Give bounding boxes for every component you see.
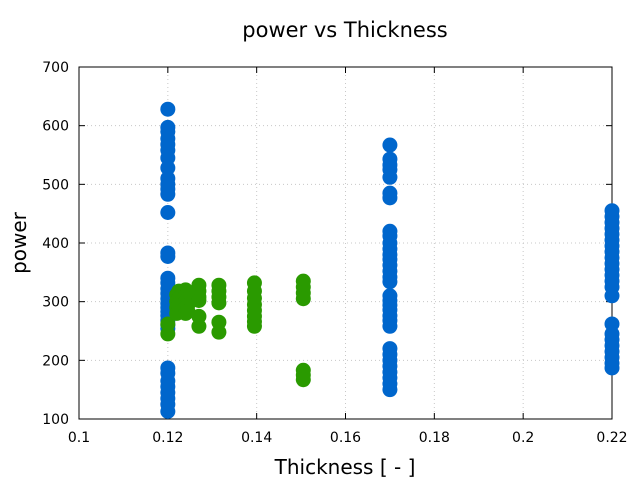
x-tick-label: 0.1	[68, 430, 90, 446]
y-tick-label: 100	[42, 412, 69, 428]
x-tick-label: 0.2	[512, 430, 534, 446]
y-tick-label: 300	[42, 295, 69, 311]
blue-point	[382, 318, 398, 334]
blue-point	[382, 137, 398, 153]
y-tick-label: 500	[42, 177, 69, 193]
green-point	[295, 372, 311, 388]
green-point	[191, 292, 207, 308]
green-point	[211, 324, 227, 340]
blue-point	[382, 190, 398, 206]
blue-point	[160, 160, 176, 176]
grid-lines	[79, 67, 612, 419]
y-tick-label: 700	[42, 60, 69, 76]
x-tick-label: 0.16	[330, 430, 361, 446]
x-tick-label: 0.18	[419, 430, 450, 446]
blue-point	[604, 360, 620, 376]
blue-point	[382, 169, 398, 185]
y-axis-label: power	[7, 211, 31, 274]
data-points	[160, 101, 620, 419]
x-tick-label: 0.14	[241, 430, 272, 446]
green-point	[295, 291, 311, 307]
blue-point	[160, 248, 176, 264]
blue-point	[160, 186, 176, 202]
blue-point	[160, 403, 176, 419]
green-point	[160, 316, 176, 332]
chart-title: power vs Thickness	[242, 18, 447, 42]
blue-point	[160, 101, 176, 117]
axis-ticks: 0.1 0.12 0.14 0.16 0.18 0.2 0.22 100 200 300 400 50…	[42, 60, 627, 446]
blue-point	[604, 288, 620, 304]
x-tick-label: 0.22	[596, 430, 627, 446]
y-tick-label: 200	[42, 353, 69, 369]
x-tick-label: 0.12	[152, 430, 183, 446]
y-tick-label: 600	[42, 119, 69, 135]
green-point	[211, 295, 227, 311]
green-point	[180, 303, 196, 319]
green-point	[191, 318, 207, 334]
blue-point	[382, 382, 398, 398]
x-axis-label: Thickness [ - ]	[274, 455, 416, 479]
blue-point	[160, 204, 176, 220]
y-tick-label: 400	[42, 236, 69, 252]
blue-point	[382, 274, 398, 290]
green-point	[246, 318, 262, 334]
